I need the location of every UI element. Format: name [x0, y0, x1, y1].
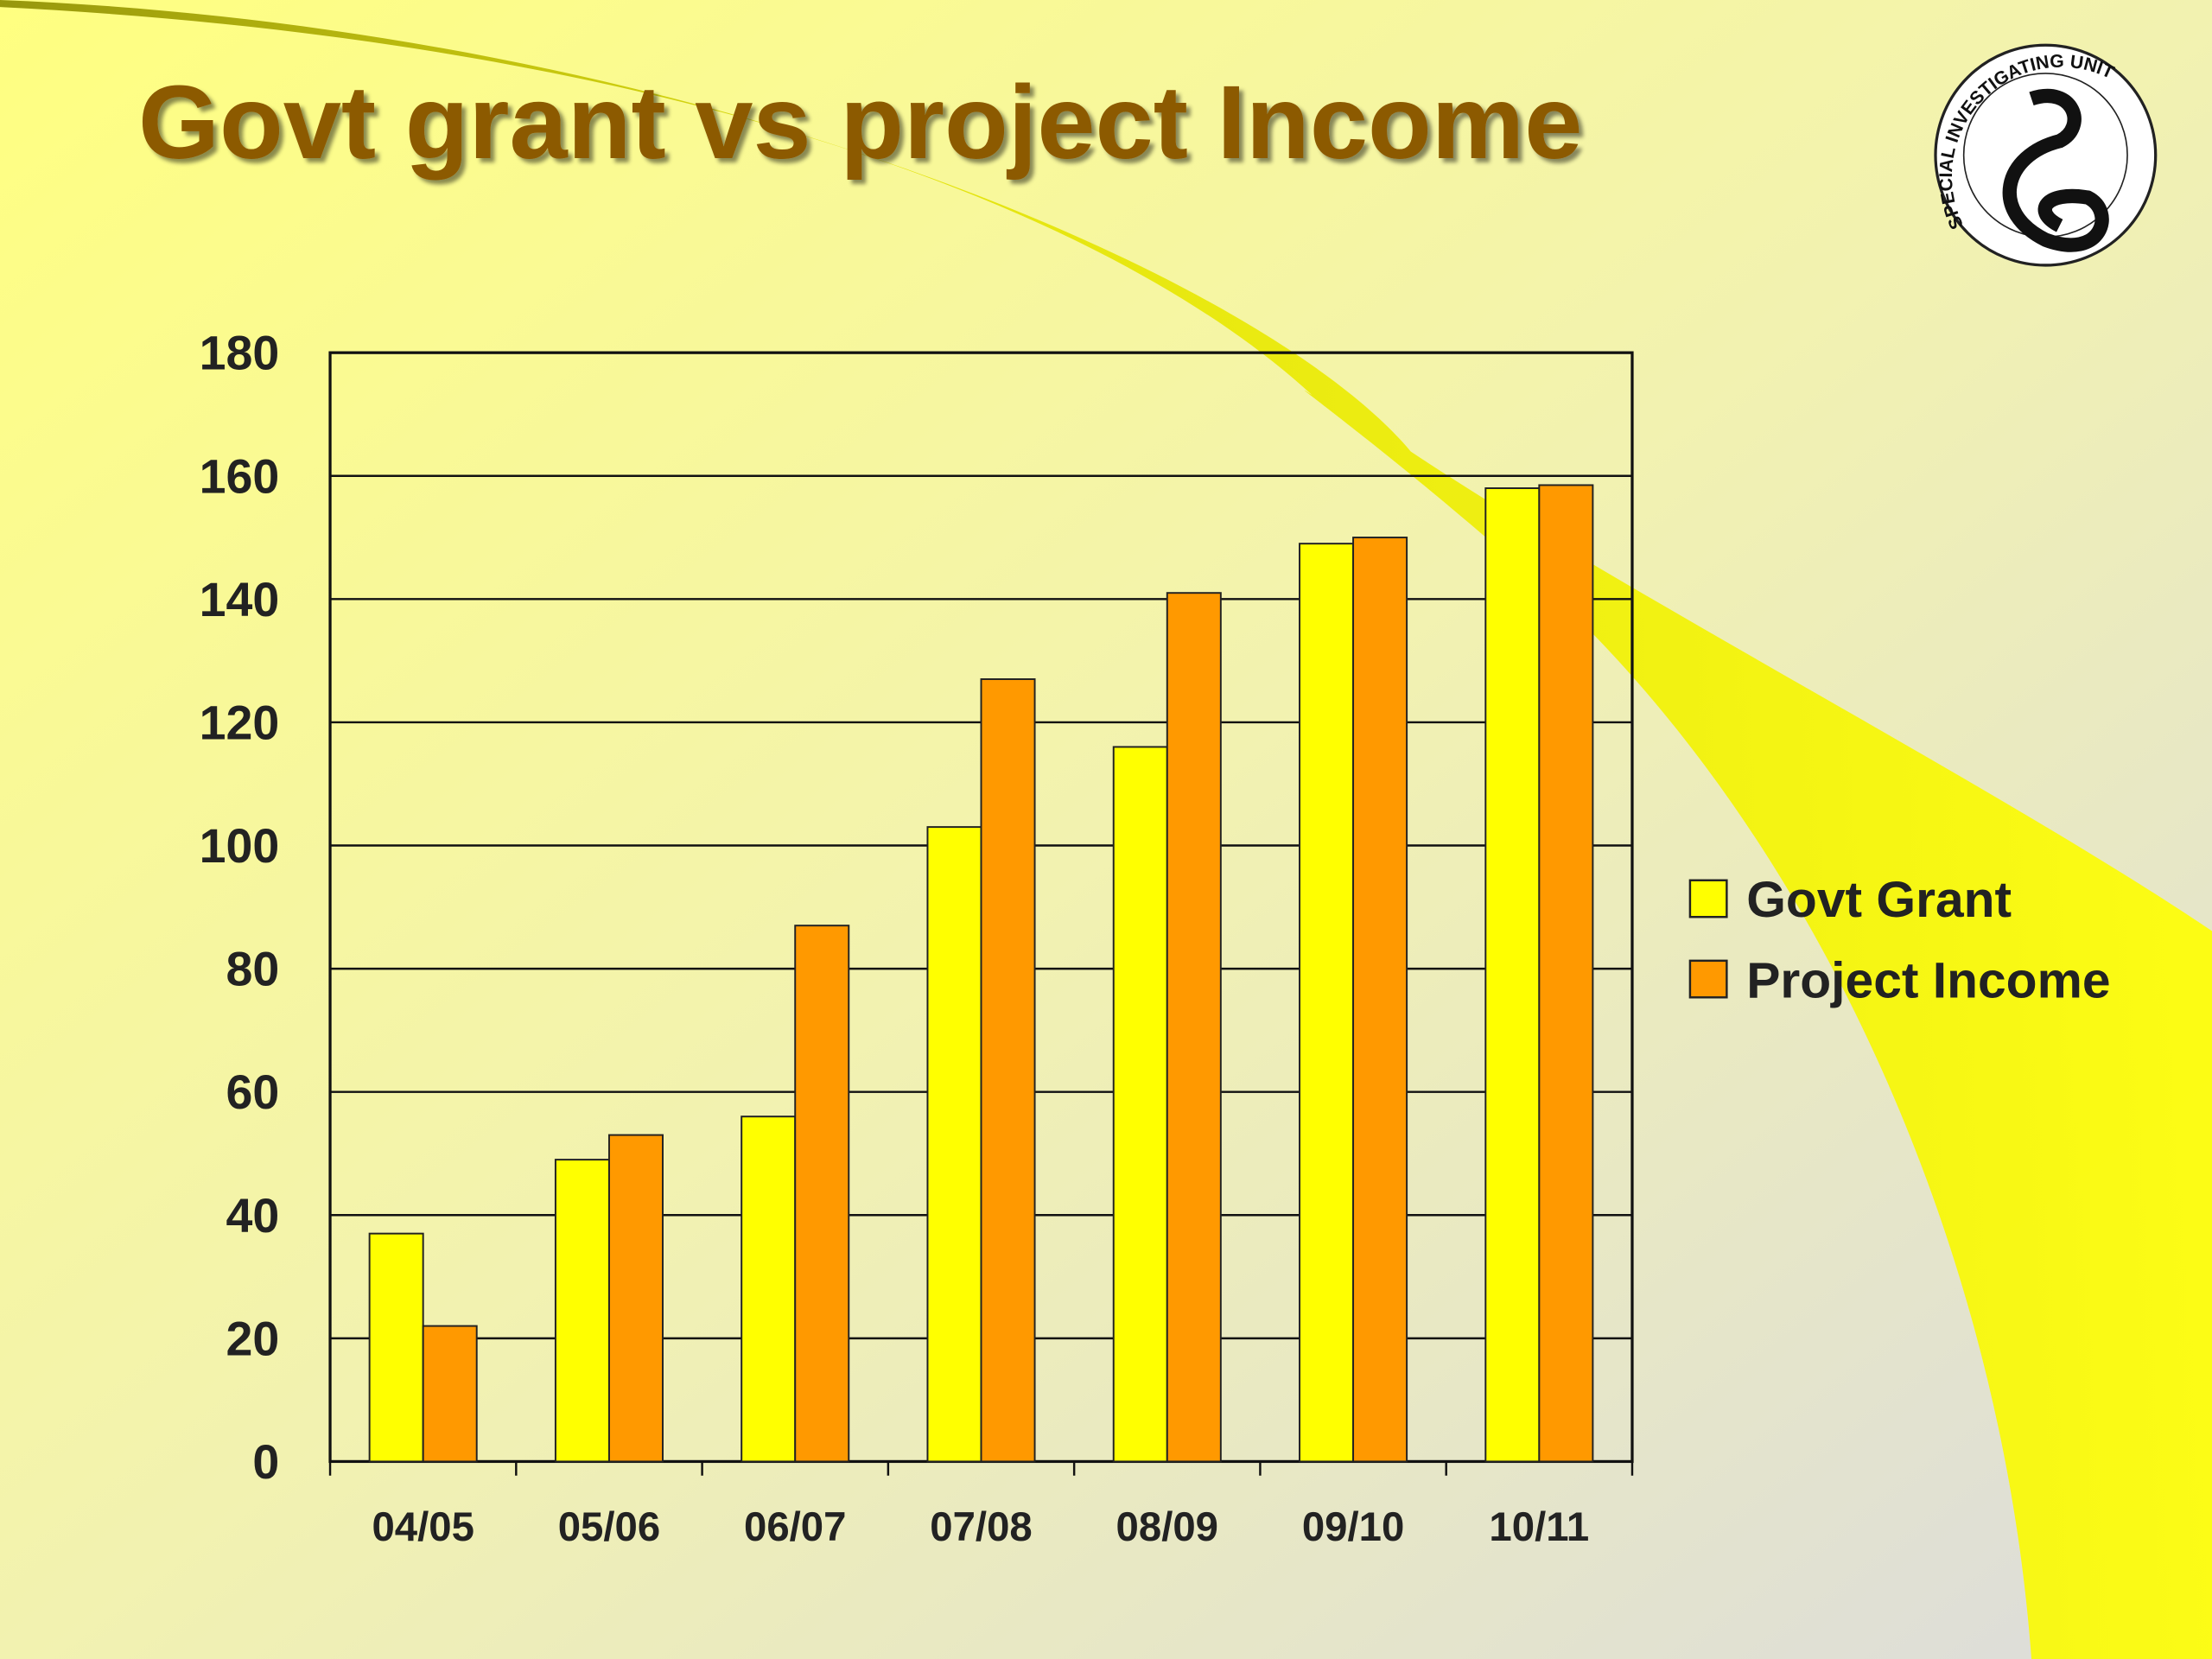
bar [1352, 537, 1408, 1463]
x-tick-label: 08/09 [1116, 1504, 1218, 1550]
chart-title: Govt grant vs project Income [138, 64, 1582, 181]
y-tick-label: 140 [200, 573, 280, 626]
bar [607, 1134, 664, 1463]
bar [980, 678, 1036, 1463]
y-tick-label: 160 [200, 449, 280, 503]
bar [368, 1232, 424, 1463]
y-tick-label: 20 [226, 1312, 280, 1365]
bar [1484, 487, 1541, 1463]
y-tick-label: 180 [200, 327, 280, 380]
y-tick-label: 0 [252, 1435, 279, 1489]
bar [422, 1325, 478, 1463]
legend-swatch [1688, 959, 1728, 999]
logo: SPECIAL INVESTIGATING UNIT [1934, 43, 2158, 267]
x-tick-label: 04/05 [372, 1504, 474, 1550]
bar [741, 1116, 797, 1463]
bar [926, 826, 982, 1463]
bar [1299, 543, 1355, 1463]
y-tick-label: 100 [200, 819, 280, 873]
x-tick-label: 09/10 [1302, 1504, 1404, 1550]
bar [1538, 484, 1594, 1463]
bar [794, 925, 850, 1463]
x-tick-label: 06/07 [744, 1504, 846, 1550]
y-tick-label: 40 [226, 1189, 280, 1243]
x-tick-label: 10/11 [1489, 1504, 1589, 1550]
logo-cobra [2002, 88, 2109, 252]
bar [554, 1159, 610, 1463]
y-tick-label: 80 [226, 943, 280, 996]
bar [1166, 592, 1222, 1463]
x-tick-label: 05/06 [558, 1504, 660, 1550]
legend-label: Govt Grant [1746, 872, 2012, 928]
legend-swatch [1688, 879, 1728, 918]
x-tick-label: 07/08 [930, 1504, 1032, 1550]
y-tick-label: 60 [226, 1065, 280, 1119]
y-tick-label: 120 [200, 696, 280, 750]
bar [1112, 746, 1168, 1463]
legend-label: Project Income [1746, 952, 2110, 1008]
